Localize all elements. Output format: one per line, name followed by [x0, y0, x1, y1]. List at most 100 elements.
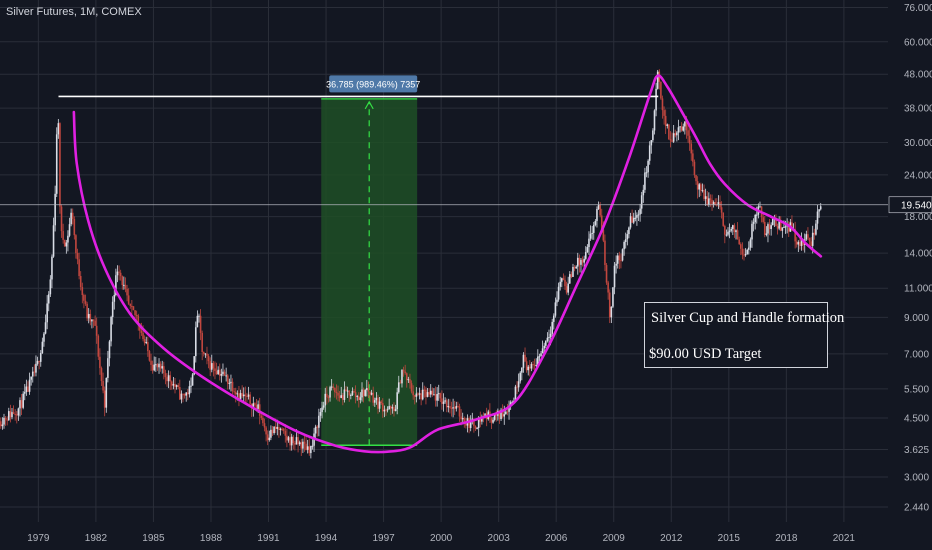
candle-body: [326, 393, 328, 398]
candle-body: [732, 225, 734, 229]
candle-body: [119, 272, 122, 277]
candle-body: [763, 222, 766, 235]
candle-body: [608, 292, 611, 318]
candle-body: [549, 333, 552, 337]
candle-body: [674, 133, 677, 136]
candle-body: [436, 393, 438, 401]
candle-body: [217, 369, 219, 375]
candle-body: [775, 217, 777, 227]
candle-body: [218, 369, 221, 376]
candle-body: [126, 288, 128, 296]
candle-body: [426, 392, 429, 397]
candle-body: [453, 407, 456, 409]
candle-body: [9, 411, 12, 418]
candle-body: [270, 429, 272, 438]
candle-body: [230, 381, 232, 383]
candle-body: [148, 351, 151, 361]
candle-body: [31, 371, 34, 377]
candle-body: [268, 437, 271, 441]
candle-body: [808, 237, 811, 242]
candle-body: [417, 393, 419, 395]
candle-body: [351, 391, 354, 395]
annotation-box[interactable]: Silver Cup and Handle formation $90.00 U…: [644, 302, 844, 368]
candle-body: [540, 353, 542, 357]
candle-body: [6, 419, 8, 421]
candle-body: [741, 248, 744, 255]
candle-body: [287, 437, 290, 441]
candle-body: [321, 407, 323, 413]
candle-body: [533, 364, 536, 366]
candle-body: [52, 225, 55, 257]
candle-body: [500, 409, 502, 420]
candle-body: [437, 393, 440, 395]
candle-body: [570, 274, 573, 277]
candle-body: [318, 415, 320, 428]
candle-body: [324, 393, 327, 406]
price-axis-panel[interactable]: [888, 0, 932, 522]
candle-body: [457, 405, 459, 407]
candle-body: [33, 371, 36, 373]
candle-body: [115, 275, 117, 295]
candle-body: [107, 358, 109, 378]
candle-body: [177, 385, 180, 388]
candle-body: [385, 409, 387, 411]
candle-body: [302, 441, 304, 449]
candle-body: [607, 282, 609, 293]
candle-body: [762, 217, 764, 223]
last-price-tag: [888, 196, 932, 214]
candle-body: [159, 363, 162, 369]
y-tick-label: 7.000: [904, 349, 929, 360]
candle-body: [359, 397, 362, 400]
candle-body: [505, 411, 507, 415]
candle-body: [377, 397, 379, 409]
candle-body: [545, 340, 547, 346]
candle-body: [116, 271, 119, 276]
candle-body: [238, 393, 240, 400]
candle-body: [639, 208, 641, 215]
cup-and-handle-curve[interactable]: [72, 74, 823, 454]
candle-body: [246, 396, 248, 398]
candle-body: [648, 145, 651, 161]
time-axis-panel[interactable]: [0, 522, 888, 550]
candle-body: [564, 279, 566, 287]
candle-body: [337, 392, 339, 396]
candle-body: [621, 249, 624, 261]
candle-body: [749, 239, 752, 248]
candle-body: [755, 214, 758, 216]
candle-body: [76, 253, 79, 260]
candle-body: [688, 135, 691, 144]
candle-body: [274, 426, 277, 429]
candle-body: [172, 383, 175, 386]
candle-body: [65, 242, 68, 247]
candle-body: [532, 364, 534, 366]
drawing-overlays[interactable]: 36.785 (989.46%) 7357: [0, 74, 888, 454]
candle-body: [498, 410, 501, 420]
candle-body: [787, 224, 790, 232]
candle-body: [59, 123, 61, 207]
candle-body: [281, 428, 283, 430]
candle-body: [605, 265, 608, 283]
candle-body: [54, 193, 56, 226]
measure-range[interactable]: [321, 98, 418, 447]
candle-body: [292, 436, 295, 444]
candle-body: [305, 443, 307, 450]
candle-body: [179, 387, 181, 400]
candle-body: [548, 336, 550, 338]
candle-body: [720, 207, 723, 213]
x-tick-label: 1997: [372, 533, 395, 544]
candle-body: [599, 204, 601, 216]
candle-body: [410, 383, 413, 392]
candle-body: [300, 442, 303, 449]
candle-body: [51, 256, 53, 280]
candle-body: [613, 265, 616, 288]
candle-body: [366, 388, 368, 391]
candle-body: [241, 393, 243, 397]
candle-body: [193, 356, 195, 375]
candle-body: [311, 445, 314, 447]
candle-body: [364, 390, 367, 396]
candle-body: [434, 394, 437, 401]
candle-body: [132, 306, 135, 311]
